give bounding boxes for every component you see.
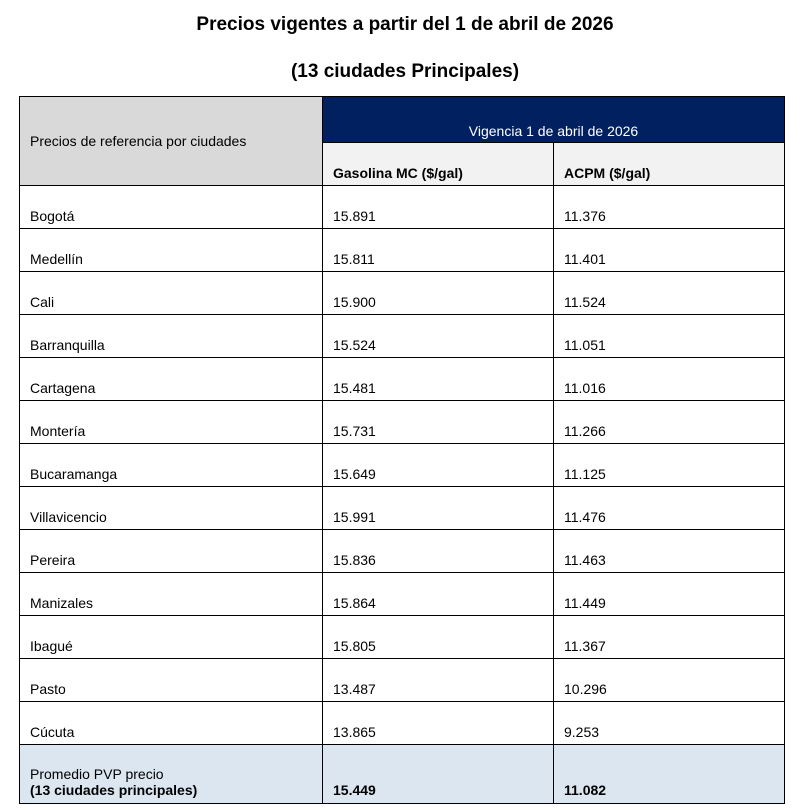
gasolina-cell: 15.891 — [322, 185, 554, 229]
gasolina-cell: 13.487 — [322, 658, 554, 702]
city-cell: Cartagena — [19, 357, 323, 401]
table-row: Medellín 15.811 11.401 — [19, 228, 785, 272]
table-row: Bogotá 15.891 11.376 — [19, 185, 785, 229]
gasolina-cell: 15.864 — [322, 572, 554, 616]
gasolina-cell: 15.731 — [322, 400, 554, 444]
city-cell: Montería — [19, 400, 323, 444]
acpm-cell: 11.449 — [553, 572, 785, 616]
gasolina-cell: 15.991 — [322, 486, 554, 530]
city-cell: Barranquilla — [19, 314, 323, 358]
acpm-cell: 11.051 — [553, 314, 785, 358]
city-cell: Ibagué — [19, 615, 323, 659]
gasolina-cell: 15.649 — [322, 443, 554, 487]
average-label: Promedio PVP precio (13 ciudades principa… — [19, 744, 323, 804]
table-row: Montería 15.731 11.266 — [19, 400, 785, 444]
table-row: Cali 15.900 11.524 — [19, 271, 785, 315]
table-row: Barranquilla 15.524 11.051 — [19, 314, 785, 358]
gasolina-cell: 15.805 — [322, 615, 554, 659]
table-row: Manizales 15.864 11.449 — [19, 572, 785, 616]
acpm-cell: 11.266 — [553, 400, 785, 444]
table-row: Pasto 13.487 10.296 — [19, 658, 785, 702]
acpm-cell: 11.463 — [553, 529, 785, 573]
gasolina-cell: 15.481 — [322, 357, 554, 401]
gasolina-cell: 13.865 — [322, 701, 554, 745]
acpm-cell: 11.367 — [553, 615, 785, 659]
acpm-cell: 9.253 — [553, 701, 785, 745]
price-table: Precios de referencia por ciudades Vigen… — [19, 96, 785, 804]
table-row: Bucaramanga 15.649 11.125 — [19, 443, 785, 487]
average-label-line2: (13 ciudades principales) — [30, 782, 198, 798]
average-acpm: 11.082 — [553, 744, 785, 804]
acpm-cell: 11.376 — [553, 185, 785, 229]
gasolina-cell: 15.524 — [322, 314, 554, 358]
acpm-cell: 11.524 — [553, 271, 785, 315]
table-row: Cúcuta 13.865 9.253 — [19, 701, 785, 745]
gasolina-cell: 15.900 — [322, 271, 554, 315]
gasolina-cell: 15.836 — [322, 529, 554, 573]
corner-header: Precios de referencia por ciudades — [19, 96, 323, 186]
column-header-gasolina: Gasolina MC ($/gal) — [322, 142, 554, 186]
city-cell: Cali — [19, 271, 323, 315]
average-label-line1: Promedio PVP precio — [30, 766, 164, 782]
city-cell: Pereira — [19, 529, 323, 573]
table-row: Villavicencio 15.991 11.476 — [19, 486, 785, 530]
acpm-cell: 11.401 — [553, 228, 785, 272]
acpm-cell: 10.296 — [553, 658, 785, 702]
average-row: Promedio PVP precio (13 ciudades principa… — [19, 744, 785, 804]
city-cell: Bucaramanga — [19, 443, 323, 487]
page-title: Precios vigentes a partir del 1 de abril… — [196, 14, 614, 35]
column-header-acpm: ACPM ($/gal) — [553, 142, 785, 186]
acpm-cell: 11.125 — [553, 443, 785, 487]
city-cell: Medellín — [19, 228, 323, 272]
city-cell: Bogotá — [19, 185, 323, 229]
table-row: Pereira 15.836 11.463 — [19, 529, 785, 573]
acpm-cell: 11.016 — [553, 357, 785, 401]
gasolina-cell: 15.811 — [322, 228, 554, 272]
table-row: Cartagena 15.481 11.016 — [19, 357, 785, 401]
page-subtitle: (13 ciudades Principales) — [290, 61, 520, 82]
acpm-cell: 11.476 — [553, 486, 785, 530]
average-gasolina: 15.449 — [322, 744, 554, 804]
city-cell: Pasto — [19, 658, 323, 702]
table-row: Ibagué 15.805 11.367 — [19, 615, 785, 659]
group-header: Vigencia 1 de abril de 2026 — [322, 96, 785, 143]
city-cell: Cúcuta — [19, 701, 323, 745]
city-cell: Manizales — [19, 572, 323, 616]
city-cell: Villavicencio — [19, 486, 323, 530]
